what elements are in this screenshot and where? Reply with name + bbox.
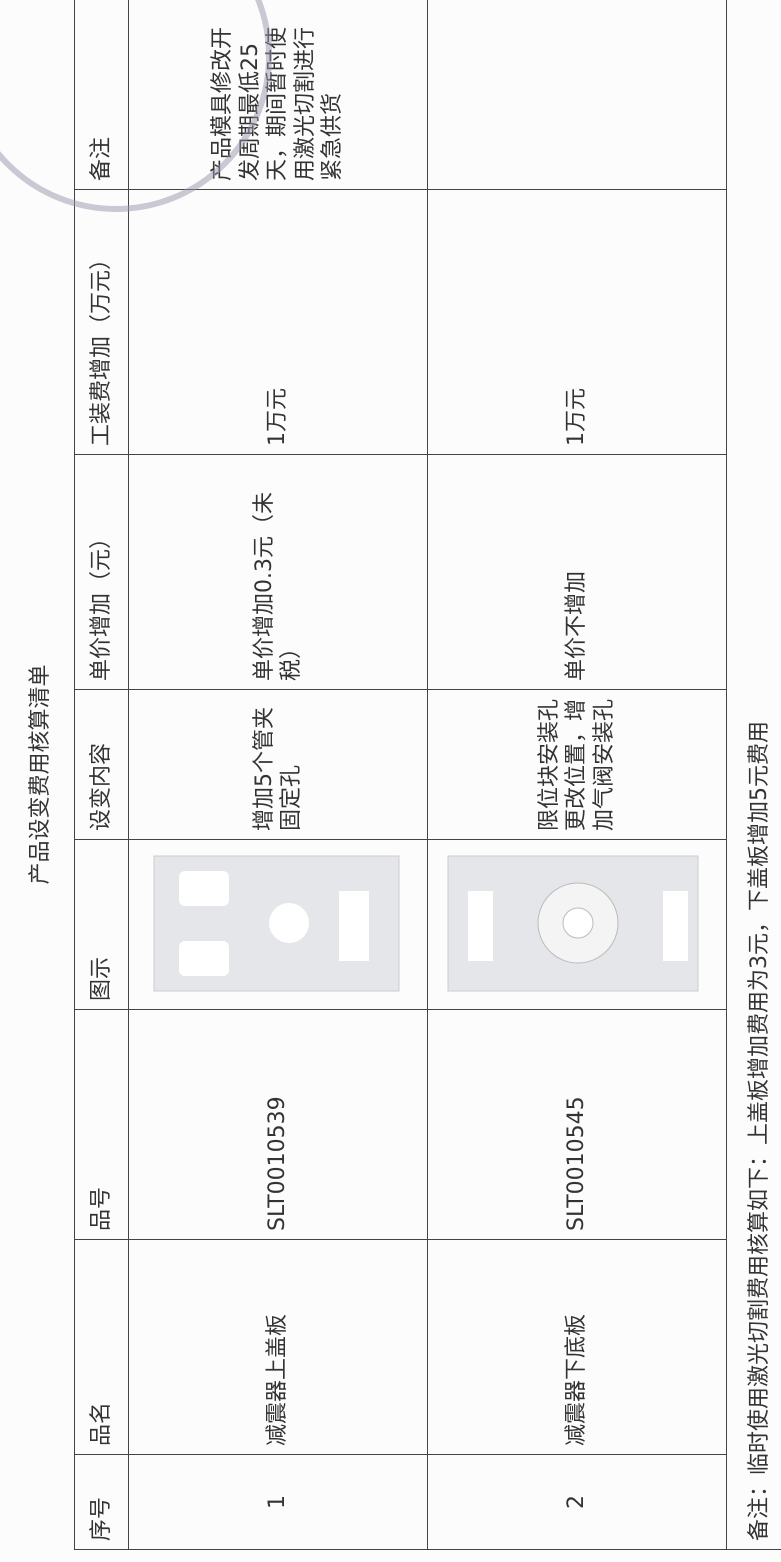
part-image <box>447 855 699 992</box>
cell: 增加5个管夹固定孔 <box>128 689 428 840</box>
image-cell <box>427 839 727 1010</box>
cell: 1万元 <box>427 189 727 455</box>
header: 单价增加（元） <box>74 454 129 690</box>
header: 设变内容 <box>74 689 129 840</box>
cost-table: 产品设变费用核算清单 序号 品名 品号 图示 设变内容 单价增加（元） 工装费增… <box>8 0 781 1550</box>
header: 品名 <box>74 1239 129 1455</box>
cell: SLT0010545 <box>427 1009 727 1240</box>
cell: 2 <box>427 1454 727 1550</box>
cell: 减震器上盖板 <box>128 1239 428 1455</box>
note: 备注：临时使用激光切割费用核算如下：上盖板增加费用为3元，下盖板增加5元费用 <box>726 0 781 1550</box>
cell: 减震器下底板 <box>427 1239 727 1455</box>
header: 工装费增加（万元） <box>74 189 129 455</box>
cell: 限位块安装孔更改位置，增加气阀安装孔 <box>427 689 727 840</box>
header: 图示 <box>74 839 129 1010</box>
cell: 单价不增加 <box>427 454 727 690</box>
part-image <box>153 855 400 992</box>
header: 品号 <box>74 1009 129 1240</box>
image-cell <box>128 839 428 1010</box>
header: 序号 <box>74 1454 129 1550</box>
cell <box>427 0 727 190</box>
title: 产品设变费用核算清单 <box>8 0 75 1550</box>
cell: 1万元 <box>128 189 428 455</box>
cell: SLT0010539 <box>128 1009 428 1240</box>
cell: 单价增加0.3元（未税） <box>128 454 428 690</box>
cell: 1 <box>128 1454 428 1550</box>
